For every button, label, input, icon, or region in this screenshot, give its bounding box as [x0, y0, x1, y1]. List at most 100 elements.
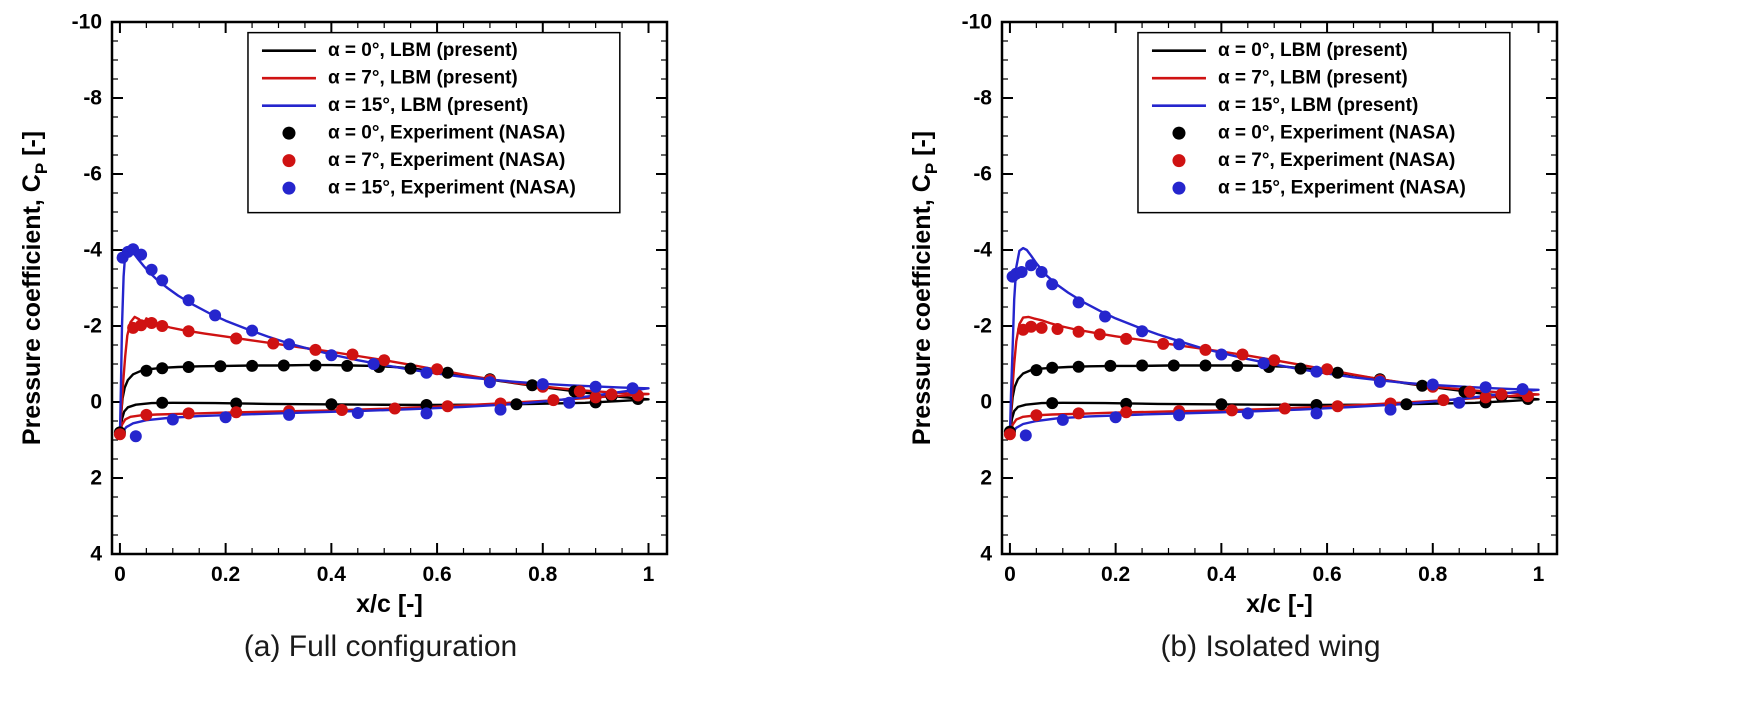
legend-label: α = 0°, Experiment (NASA) — [328, 123, 565, 144]
scatter-point — [1495, 388, 1508, 401]
scatter-point — [335, 404, 348, 416]
y-axis-title-sub: P — [922, 163, 941, 174]
y-axis-title-main: Pressure coefficient, C — [908, 174, 936, 445]
y-axis-title-main: Pressure coefficient, C — [18, 174, 46, 445]
scatter-point — [1400, 398, 1413, 411]
y-tick-label: 2 — [90, 467, 102, 490]
y-axis-title: Pressure coefficient, CP [-] — [18, 131, 51, 445]
legend-dot-sample — [1172, 181, 1186, 195]
scatter-point — [230, 332, 243, 345]
scatter-point — [1046, 361, 1059, 374]
scatter-point — [1046, 278, 1059, 291]
scatter-point — [1035, 321, 1048, 334]
scatter-point — [1157, 337, 1170, 350]
y-tick-label: 0 — [980, 391, 992, 414]
scatter-point — [346, 348, 359, 361]
y-tick-label: -8 — [973, 87, 992, 110]
legend-dot-sample — [282, 126, 296, 140]
panel-isolated-wing: 0 0.2 0.4 0.6 0.8 1 -10 -8 -6 -4 -2 0 2 4 x/c [-] Press… — [872, 8, 1744, 664]
scatter-point — [156, 362, 169, 375]
scatter-point — [156, 396, 169, 409]
scatter-point — [283, 408, 296, 421]
series-scatter-15-experiment-nasa — [116, 243, 639, 443]
scatter-point — [1093, 328, 1106, 341]
scatter-point — [325, 349, 338, 362]
scatter-point — [182, 325, 195, 338]
scatter-point — [1035, 266, 1048, 278]
scatter-point — [1437, 394, 1450, 407]
scatter-point — [1030, 364, 1043, 377]
scatter-point — [230, 406, 243, 419]
scatter-point — [1463, 385, 1476, 398]
legend-label: α = 15°, Experiment (NASA) — [1218, 178, 1466, 199]
scatter-point — [404, 362, 417, 375]
scatter-point — [1173, 409, 1186, 422]
chart-isolated-wing: 0 0.2 0.4 0.6 0.8 1 -10 -8 -6 -4 -2 0 2 4 x/c [-] Press… — [902, 8, 1744, 622]
scatter-point — [1236, 348, 1249, 361]
scatter-point — [1384, 403, 1397, 416]
legend-label: α = 7°, LBM (present) — [328, 68, 518, 89]
scatter-point — [219, 411, 232, 424]
y-tick-label: -6 — [83, 163, 102, 186]
tick-marks — [1002, 21, 1557, 555]
y-axis-title-units: [-] — [18, 131, 46, 163]
series-scatter-15-experiment-nasa — [1006, 259, 1529, 442]
scatter-point — [1426, 378, 1439, 391]
scatter-point — [1056, 413, 1069, 426]
scatter-point — [1120, 406, 1133, 419]
y-tick-label: -8 — [83, 87, 102, 110]
scatter-point — [1003, 428, 1016, 441]
scatter-point — [1167, 359, 1180, 372]
scatter-point — [1516, 383, 1529, 396]
scatter-point — [135, 248, 148, 261]
legend: α = 0°, LBM (present) α = 7°, LBM (presen… — [247, 31, 621, 214]
scatter-point — [1416, 379, 1429, 392]
legend-dot-sample — [282, 154, 296, 168]
scatter-point — [1109, 411, 1122, 424]
y-tick-label: -10 — [72, 11, 102, 34]
scatter-point — [325, 398, 338, 411]
y-axis-title: Pressure coefficient, CP [-] — [908, 131, 941, 445]
scatter-point — [1278, 402, 1291, 415]
scatter-point — [536, 378, 549, 391]
x-tick-label: 0 — [1004, 563, 1016, 586]
scatter-point — [182, 361, 195, 373]
legend-label: α = 0°, LBM (present) — [1218, 40, 1408, 61]
y-tick-label: -6 — [973, 163, 992, 186]
x-tick-label: 1 — [643, 563, 655, 586]
legend: α = 0°, LBM (present) α = 7°, LBM (presen… — [1137, 31, 1511, 214]
scatter-point — [1241, 407, 1254, 420]
scatter-point — [494, 403, 507, 416]
y-tick-label: 2 — [980, 467, 992, 490]
y-tick-label: 0 — [90, 391, 102, 414]
scatter-point — [1120, 397, 1133, 410]
scatter-point — [1030, 409, 1043, 422]
scatter-point — [1099, 310, 1112, 323]
legend-label: α = 0°, LBM (present) — [328, 40, 518, 61]
chart-canvas: 0 0.2 0.4 0.6 0.8 1 -10 -8 -6 -4 -2 0 2 4 x/c [-] Press… — [908, 11, 1559, 618]
legend-label: α = 0°, Experiment (NASA) — [1218, 123, 1455, 144]
scatter-point — [246, 324, 259, 337]
scatter-point — [283, 338, 296, 351]
scatter-point — [135, 319, 148, 332]
x-tick-label: 0.2 — [211, 563, 240, 586]
y-tick-label: 4 — [90, 543, 102, 566]
scatter-point — [510, 398, 523, 411]
y-tick-label: -4 — [83, 239, 102, 262]
scatter-point — [277, 359, 290, 372]
scatter-point — [1294, 362, 1307, 375]
scatter-point — [145, 263, 158, 276]
scatter-point — [230, 397, 243, 410]
scatter-point — [420, 407, 433, 420]
scatter-point — [1072, 325, 1085, 338]
scatter-point — [420, 399, 433, 411]
scatter-point — [420, 366, 433, 379]
scatter-point — [140, 364, 153, 377]
scatter-point — [1199, 359, 1212, 372]
y-tick-label: -10 — [962, 11, 992, 34]
y-axis-title-units: [-] — [908, 131, 936, 163]
legend-label: α = 15°, LBM (present) — [1218, 95, 1418, 116]
scatter-point — [166, 413, 179, 426]
scatter-point — [1321, 363, 1334, 376]
legend-label: α = 15°, LBM (present) — [328, 95, 528, 116]
